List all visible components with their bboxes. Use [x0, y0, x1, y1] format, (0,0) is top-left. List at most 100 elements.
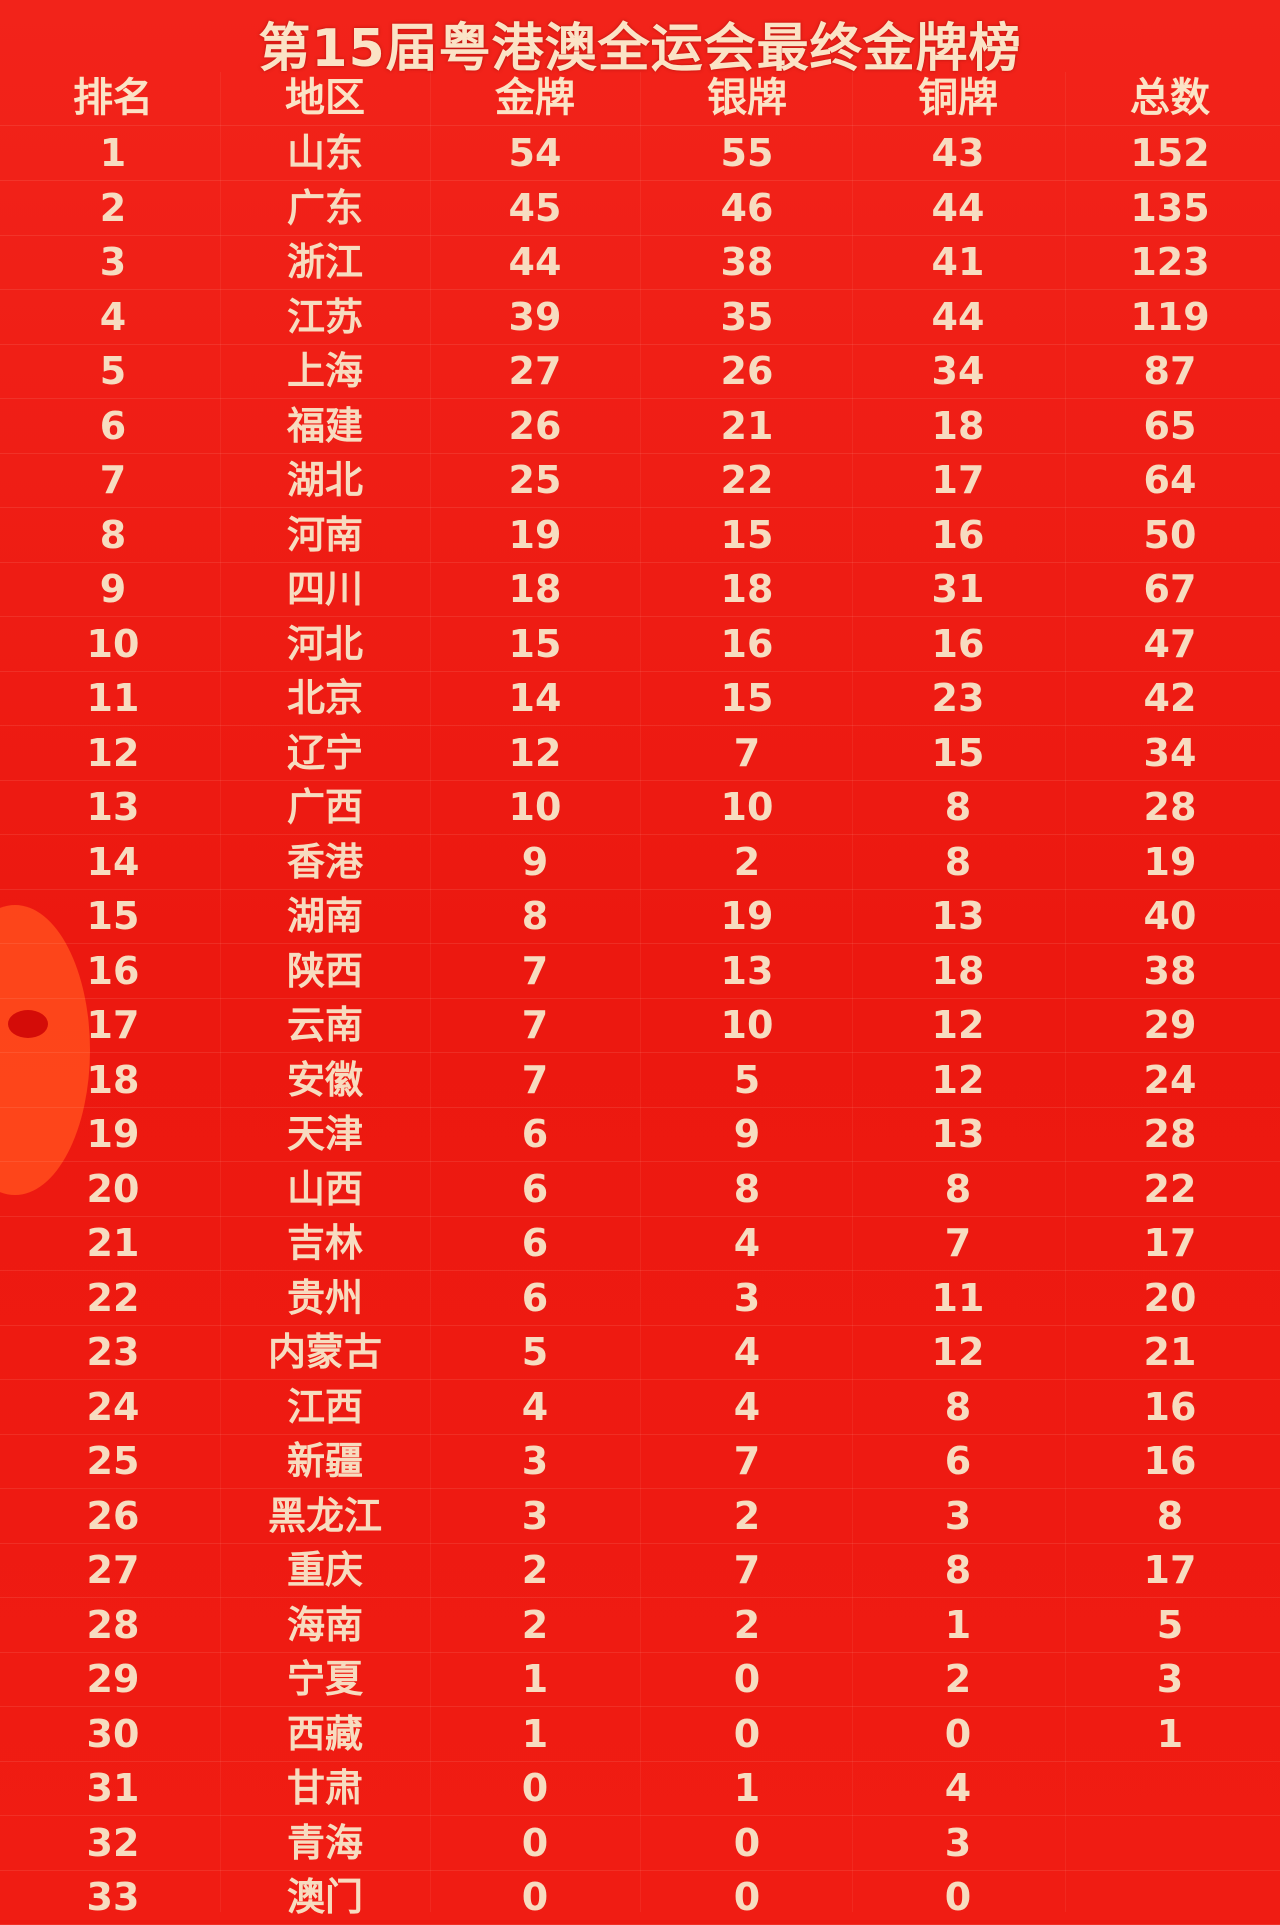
number-cell: 2	[733, 1493, 761, 1538]
number-cell: 17	[1143, 1548, 1197, 1592]
number-cell: 7	[521, 1057, 549, 1102]
number-cell: 1	[1156, 1711, 1184, 1756]
number-cell: 65	[1143, 403, 1197, 448]
number-cell: 3	[99, 240, 127, 284]
number-cell: 10	[508, 785, 562, 829]
column-divider	[1065, 72, 1066, 1912]
column-divider	[220, 72, 221, 1912]
number-cell: 12	[931, 1330, 985, 1374]
title: 第15届粤港澳全运会最终金牌榜	[258, 19, 1022, 79]
region-cell: 重庆	[286, 1548, 363, 1592]
number-cell: 4	[733, 1221, 761, 1265]
number-cell: 6	[99, 403, 127, 448]
number-cell: 7	[733, 1439, 761, 1483]
number-cell: 4	[733, 1384, 761, 1429]
number-cell: 26	[720, 349, 774, 393]
number-cell: 17	[1143, 1221, 1197, 1265]
number-cell: 28	[86, 1602, 140, 1647]
region-cell: 内蒙古	[267, 1330, 382, 1374]
number-cell: 3	[944, 1493, 972, 1538]
number-cell: 0	[521, 1766, 549, 1810]
number-cell: 13	[931, 1112, 985, 1156]
number-cell: 22	[86, 1275, 140, 1320]
number-cell: 17	[931, 458, 985, 502]
region-cell: 上海	[286, 349, 363, 393]
number-cell: 15	[931, 730, 985, 775]
region-cell: 北京	[286, 676, 363, 720]
number-cell: 28	[1143, 785, 1197, 829]
row-divider	[0, 1379, 1280, 1380]
number-cell: 34	[1143, 730, 1197, 775]
region-cell: 江西	[286, 1384, 363, 1429]
row-divider	[0, 1651, 1280, 1653]
number-cell: 11	[86, 676, 140, 720]
number-cell: 40	[1143, 894, 1197, 938]
row-divider	[0, 997, 1280, 999]
number-cell: 11	[931, 1275, 985, 1320]
number-cell: 35	[720, 294, 774, 339]
number-cell: 31	[86, 1766, 140, 1810]
number-cell: 20	[1143, 1275, 1197, 1320]
row-divider	[0, 1706, 1280, 1707]
number-cell: 5	[1156, 1602, 1184, 1647]
region-cell: 宁夏	[286, 1657, 363, 1701]
number-cell: 42	[1143, 676, 1197, 720]
number-cell: 6	[521, 1275, 549, 1320]
region-cell: 贵州	[286, 1275, 363, 1320]
number-cell: 10	[720, 785, 774, 829]
number-cell: 67	[1143, 567, 1197, 611]
row-divider	[0, 125, 1280, 126]
number-cell: 8	[944, 785, 972, 829]
region-cell: 河北	[286, 621, 363, 666]
number-cell: 16	[1143, 1439, 1197, 1483]
number-cell: 24	[86, 1384, 140, 1429]
number-cell: 22	[1143, 1166, 1197, 1211]
number-cell: 6	[521, 1112, 549, 1156]
number-cell: 33	[86, 1875, 140, 1919]
number-cell: 26	[508, 403, 562, 448]
header-cell: 金牌	[495, 75, 575, 121]
number-cell: 50	[1143, 512, 1197, 557]
number-cell: 2	[521, 1548, 549, 1592]
number-cell: 2	[521, 1602, 549, 1647]
number-cell: 10	[86, 621, 140, 666]
column-divider	[640, 72, 641, 1912]
number-cell: 16	[931, 512, 985, 557]
number-cell: 7	[944, 1221, 972, 1265]
number-cell: 12	[931, 1057, 985, 1102]
number-cell: 87	[1143, 349, 1197, 393]
row-divider	[0, 507, 1280, 508]
number-cell: 20	[86, 1166, 140, 1211]
number-cell: 9	[99, 567, 127, 611]
row-divider	[0, 1597, 1280, 1598]
region-cell: 山东	[286, 131, 363, 175]
number-cell: 2	[99, 185, 127, 230]
row-divider	[0, 1161, 1280, 1162]
row-divider	[0, 1815, 1280, 1816]
number-cell: 1	[944, 1602, 972, 1647]
number-cell: 19	[720, 894, 774, 938]
number-cell: 21	[720, 403, 774, 448]
number-cell: 15	[720, 676, 774, 720]
number-cell: 44	[931, 185, 985, 230]
number-cell: 47	[1143, 621, 1197, 666]
number-cell: 3	[1156, 1657, 1184, 1701]
number-cell: 8	[99, 512, 127, 557]
number-cell: 12	[86, 730, 140, 775]
region-cell: 青海	[286, 1820, 363, 1865]
number-cell: 12	[931, 1003, 985, 1047]
number-cell: 25	[86, 1439, 140, 1483]
number-cell: 2	[733, 839, 761, 884]
number-cell: 64	[1143, 458, 1197, 502]
row-divider	[0, 1106, 1280, 1108]
number-cell: 7	[733, 1548, 761, 1592]
number-cell: 46	[720, 185, 774, 230]
number-cell: 39	[508, 294, 562, 339]
number-cell: 8	[1156, 1493, 1184, 1538]
region-cell: 河南	[286, 512, 363, 557]
number-cell: 23	[86, 1330, 140, 1374]
number-cell: 17	[86, 1003, 140, 1047]
number-cell: 13	[720, 948, 774, 993]
